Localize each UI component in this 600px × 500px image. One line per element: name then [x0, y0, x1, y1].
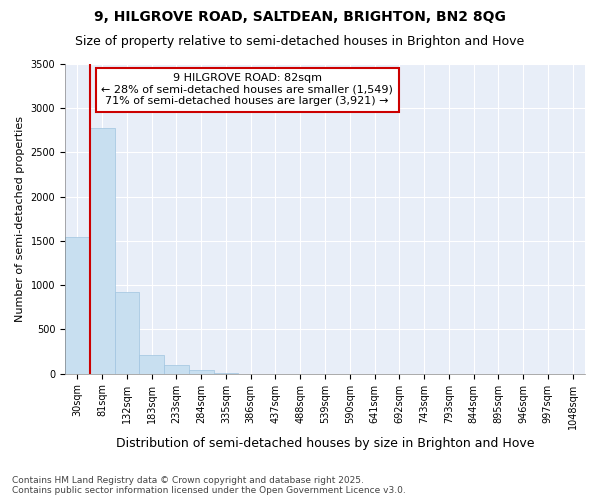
Text: 9 HILGROVE ROAD: 82sqm
← 28% of semi-detached houses are smaller (1,549)
71% of : 9 HILGROVE ROAD: 82sqm ← 28% of semi-det…: [101, 74, 393, 106]
Bar: [189, 370, 214, 374]
Text: Size of property relative to semi-detached houses in Brighton and Hove: Size of property relative to semi-detach…: [76, 35, 524, 48]
Text: 9, HILGROVE ROAD, SALTDEAN, BRIGHTON, BN2 8QG: 9, HILGROVE ROAD, SALTDEAN, BRIGHTON, BN…: [94, 10, 506, 24]
Bar: [115, 292, 139, 374]
Y-axis label: Number of semi-detached properties: Number of semi-detached properties: [15, 116, 25, 322]
Text: Contains HM Land Registry data © Crown copyright and database right 2025.
Contai: Contains HM Land Registry data © Crown c…: [12, 476, 406, 495]
Bar: [65, 238, 90, 374]
Bar: [164, 365, 189, 374]
X-axis label: Distribution of semi-detached houses by size in Brighton and Hove: Distribution of semi-detached houses by …: [116, 437, 534, 450]
Bar: [90, 128, 115, 374]
Bar: [139, 354, 164, 374]
